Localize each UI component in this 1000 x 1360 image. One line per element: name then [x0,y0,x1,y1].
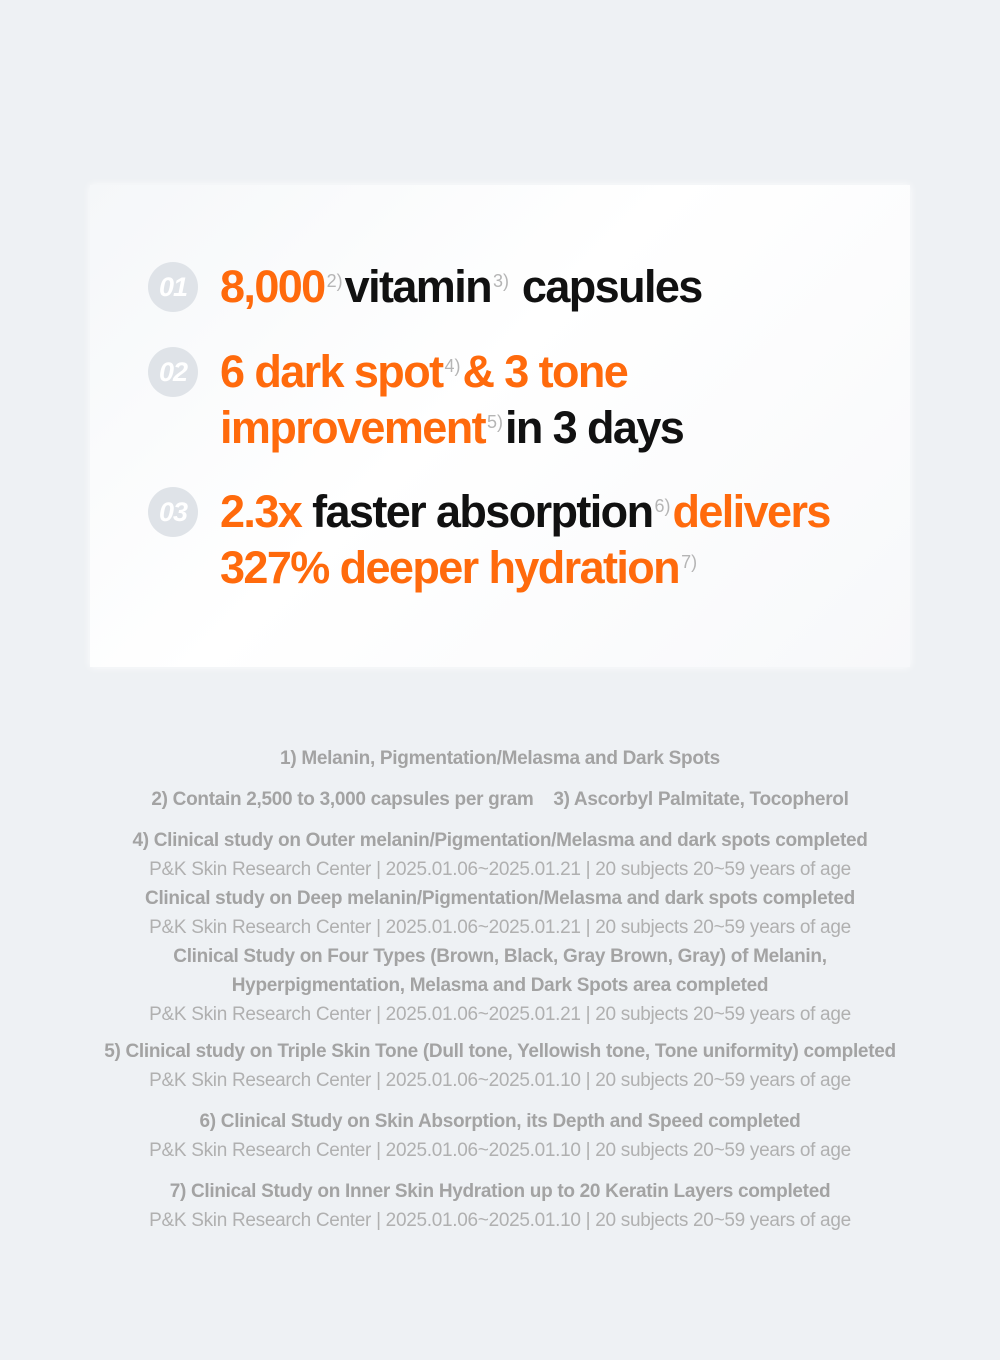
footnote-source: P&K Skin Research Center | 2025.01.06~20… [149,1070,851,1091]
footnote-ref: 4) [444,356,461,376]
footnote-source: P&K Skin Research Center | 2025.01.06~20… [149,1004,851,1025]
highlight: delivers [672,486,831,537]
footnote-source: P&K Skin Research Center | 2025.01.06~20… [149,1210,851,1231]
footnote-2: 2) Contain 2,500 to 3,000 capsules per g… [151,789,534,810]
footnote-1: 1) Melanin, Pigmentation/Melasma and Dar… [280,748,720,769]
text: capsules [521,261,703,312]
text: vitamin [344,261,493,312]
footnote-ref: 6) [654,496,671,516]
text: faster absorption [312,486,654,537]
footnote-4c: Clinical Study on Four Types (Brown, Bla… [173,946,827,967]
footnote-ref: 5) [486,412,503,432]
footnote-5: 5) Clinical study on Triple Skin Tone (D… [104,1041,896,1062]
footnote-7: 7) Clinical Study on Inner Skin Hydratio… [169,1181,831,1202]
highlight: 8,000 [220,261,326,312]
footnote-source: P&K Skin Research Center | 2025.01.06~20… [149,859,851,880]
footnote-4: 4) Clinical study on Outer melanin/Pigme… [132,830,868,851]
footnote-ref: 7) [681,552,698,572]
footnote-2-3: 2) Contain 2,500 to 3,000 capsules per g… [0,785,1000,814]
number-badge: 03 [148,487,198,537]
footnote-4c-cont: Hyperpigmentation, Melasma and Dark Spot… [231,975,769,996]
highlight: & 3 tone [462,346,629,397]
highlight: improvement [220,402,487,453]
highlight: 6 dark spot [220,346,444,397]
footnote-3: 3) Ascorbyl Palmitate, Tocopherol [553,789,849,810]
claim-text: 8,000 2)vitamin 3) capsules [220,259,703,315]
footnote-source: P&K Skin Research Center | 2025.01.06~20… [149,917,851,938]
footnote-4b: Clinical study on Deep melanin/Pigmentat… [145,888,855,909]
number-badge: 01 [148,262,198,312]
claim-text: 6 dark spot 4)& 3 tone improvement 5)in 3 d… [220,344,685,456]
claims-card: 01 8,000 2)vitamin 3) capsules 02 6 dark s… [90,185,910,667]
highlight: 327% deeper hydration [220,542,681,593]
footnote-source: P&K Skin Research Center | 2025.01.06~20… [149,1140,851,1161]
footnote-6: 6) Clinical Study on Skin Absorption, it… [199,1111,801,1132]
footnote-ref: 2) [326,271,343,291]
claim-text: 2.3x faster absorption 6)delivers 327% dee… [220,484,831,596]
number-badge: 02 [148,347,198,397]
footnotes: 1) Melanin, Pigmentation/Melasma and Dar… [0,744,1000,1235]
text: in 3 days [504,402,685,453]
footnote-ref: 3) [493,271,510,291]
highlight: 2.3x [220,486,303,537]
